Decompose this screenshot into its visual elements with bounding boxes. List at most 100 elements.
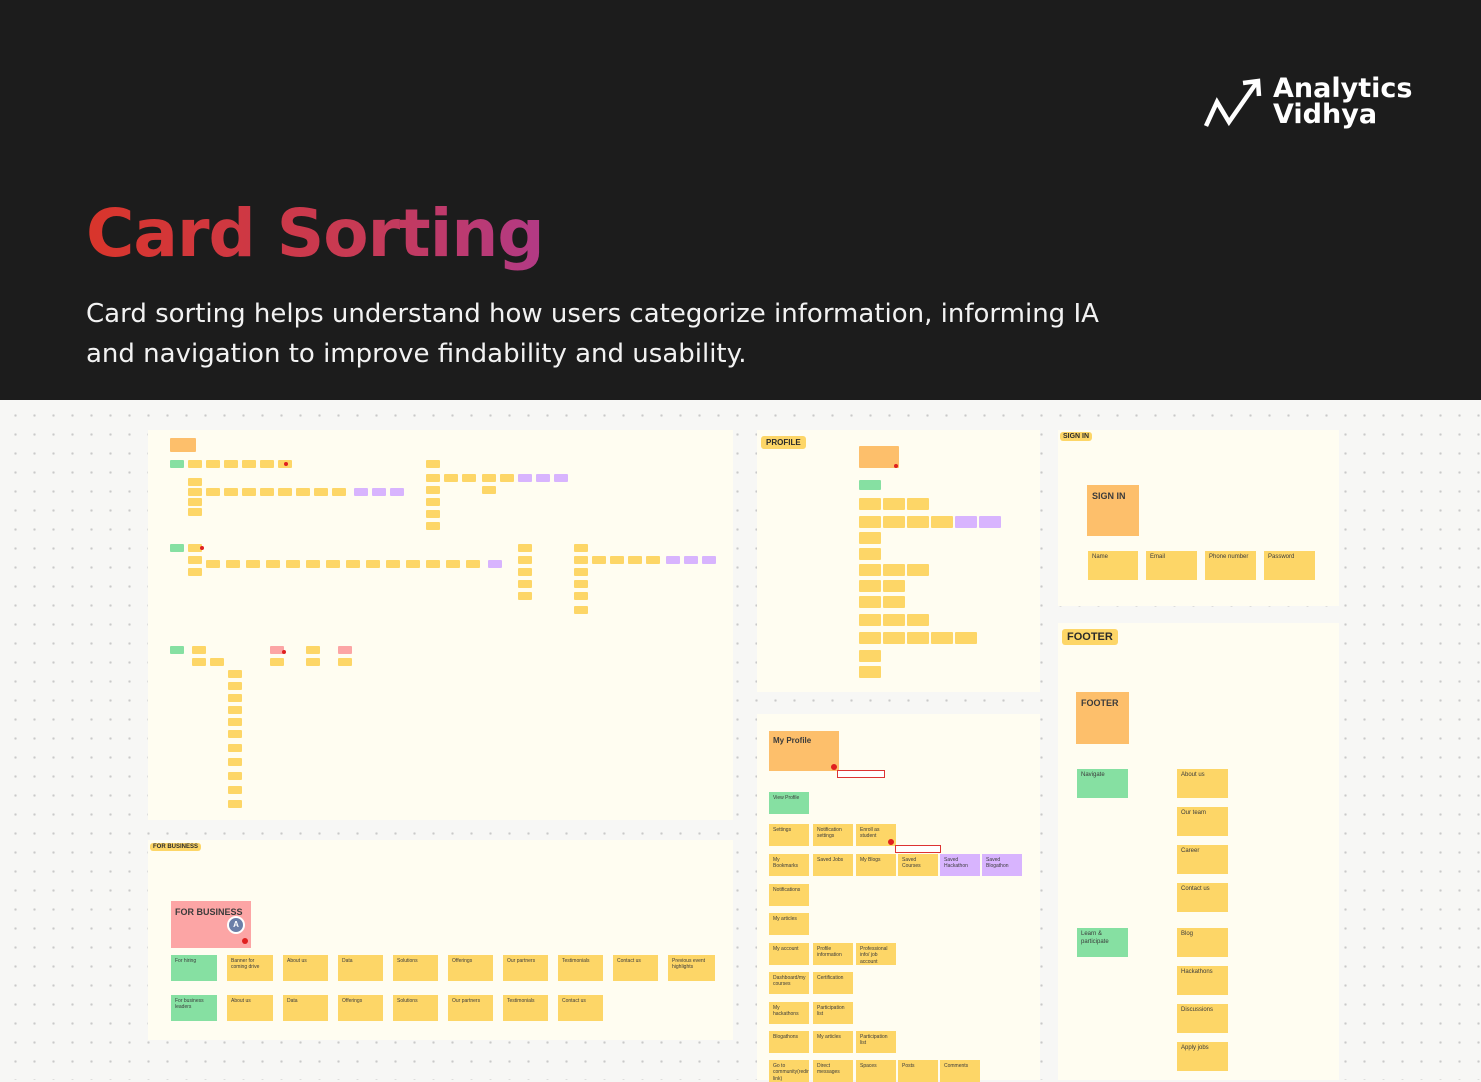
comment-bubble[interactable]: [837, 770, 885, 778]
sitemap-card[interactable]: [188, 508, 202, 516]
sitemap-card[interactable]: [228, 682, 242, 690]
sitemap-card[interactable]: [426, 560, 440, 568]
profile-card[interactable]: [883, 614, 905, 626]
profile-card[interactable]: [907, 564, 929, 576]
business-card[interactable]: About us: [227, 995, 273, 1021]
sitemap-root-card[interactable]: [170, 438, 196, 452]
business-card[interactable]: Data: [283, 995, 328, 1021]
board-profile[interactable]: PROFILE: [757, 430, 1040, 692]
comment-marker[interactable]: [894, 464, 898, 468]
sitemap-card[interactable]: [306, 646, 320, 654]
my-profile-card[interactable]: Saved Courses: [898, 854, 938, 876]
sitemap-card[interactable]: [228, 772, 242, 780]
comment-marker[interactable]: [242, 938, 248, 944]
footer-link-card[interactable]: About us: [1177, 769, 1228, 798]
sitemap-card[interactable]: [518, 474, 532, 482]
sitemap-card[interactable]: [206, 488, 220, 496]
profile-root-card[interactable]: [859, 446, 899, 468]
sitemap-card[interactable]: [488, 560, 502, 568]
sitemap-card[interactable]: [482, 486, 496, 494]
sitemap-card[interactable]: [228, 694, 242, 702]
profile-card[interactable]: [883, 498, 905, 510]
profile-card[interactable]: [859, 532, 881, 544]
sitemap-card[interactable]: [210, 658, 224, 666]
comment-marker[interactable]: [200, 546, 204, 550]
sitemap-card[interactable]: [270, 646, 284, 654]
profile-card[interactable]: [883, 596, 905, 608]
my-profile-card[interactable]: Saved Jobs: [813, 854, 853, 876]
footer-link-card[interactable]: Blog: [1177, 928, 1228, 957]
profile-card[interactable]: [859, 632, 881, 644]
sitemap-card[interactable]: [536, 474, 550, 482]
sitemap-card[interactable]: [518, 580, 532, 588]
sitemap-card[interactable]: [278, 488, 292, 496]
my-profile-card[interactable]: Professional info/ job account: [856, 943, 896, 965]
business-card[interactable]: Solutions: [393, 995, 438, 1021]
business-card[interactable]: Offerings: [338, 995, 383, 1021]
sitemap-card[interactable]: [170, 460, 184, 468]
sitemap-card[interactable]: [574, 568, 588, 576]
footer-group-navigate[interactable]: Navigate: [1077, 769, 1128, 798]
sitemap-card[interactable]: [574, 556, 588, 564]
profile-card[interactable]: [859, 614, 881, 626]
my-profile-card[interactable]: Blogathons: [769, 1031, 809, 1053]
sitemap-card[interactable]: [206, 460, 220, 468]
sitemap-card[interactable]: [482, 474, 496, 482]
board-footer[interactable]: FOOTER FOOTER Navigate Learn & participa…: [1058, 623, 1339, 1080]
sitemap-card[interactable]: [666, 556, 680, 564]
my-profile-card[interactable]: Certification: [813, 972, 853, 994]
sitemap-card[interactable]: [574, 606, 588, 614]
my-profile-card[interactable]: Saved Blogathon: [982, 854, 1022, 876]
sitemap-card[interactable]: [188, 556, 202, 564]
business-card[interactable]: Testimonials: [558, 955, 603, 981]
business-card[interactable]: Offerings: [448, 955, 493, 981]
sitemap-card[interactable]: [518, 544, 532, 552]
sitemap-card[interactable]: [426, 460, 440, 468]
sitemap-card[interactable]: [246, 560, 260, 568]
board-for-business[interactable]: FOR BUSINESS FOR BUSINESS A For hiring B…: [148, 840, 733, 1040]
my-profile-header-card[interactable]: My Profile: [769, 731, 839, 771]
sitemap-card[interactable]: [444, 474, 458, 482]
sitemap-card[interactable]: [628, 556, 642, 564]
business-card[interactable]: Banner for coming drive: [227, 955, 273, 981]
comment-marker[interactable]: [831, 764, 837, 770]
my-profile-card[interactable]: Profile information: [813, 943, 853, 965]
my-profile-card[interactable]: My Blogs: [856, 854, 896, 876]
profile-card[interactable]: [859, 666, 881, 678]
sitemap-card[interactable]: [426, 522, 440, 530]
business-card[interactable]: Contact us: [558, 995, 603, 1021]
footer-link-card[interactable]: Hackathons: [1177, 966, 1228, 995]
sitemap-card[interactable]: [296, 488, 310, 496]
sitemap-card[interactable]: [610, 556, 624, 564]
sitemap-card[interactable]: [554, 474, 568, 482]
comment-bubble[interactable]: [895, 845, 941, 853]
business-card[interactable]: Solutions: [393, 955, 438, 981]
sitemap-card[interactable]: [390, 488, 404, 496]
profile-card[interactable]: [859, 498, 881, 510]
my-profile-card[interactable]: Notifications: [769, 884, 809, 906]
sitemap-card[interactable]: [426, 486, 440, 494]
sitemap-card[interactable]: [270, 658, 284, 666]
sitemap-card[interactable]: [228, 730, 242, 738]
sitemap-card[interactable]: [170, 544, 184, 552]
business-card[interactable]: Previous event highlights: [668, 955, 715, 981]
business-card[interactable]: Our partners: [448, 995, 493, 1021]
sitemap-card[interactable]: [224, 488, 238, 496]
my-profile-card[interactable]: Spaces: [856, 1060, 896, 1082]
sitemap-card[interactable]: [260, 460, 274, 468]
sitemap-card[interactable]: [306, 560, 320, 568]
my-profile-card[interactable]: My articles: [769, 913, 809, 935]
business-card[interactable]: Our partners: [503, 955, 548, 981]
sitemap-card[interactable]: [228, 706, 242, 714]
sitemap-card[interactable]: [574, 580, 588, 588]
sitemap-card[interactable]: [366, 560, 380, 568]
sitemap-card[interactable]: [446, 560, 460, 568]
board-my-profile[interactable]: My Profile View Profile Settings Notific…: [757, 714, 1040, 1082]
business-card[interactable]: Contact us: [613, 955, 658, 981]
sitemap-card[interactable]: [242, 488, 256, 496]
sitemap-card[interactable]: [574, 592, 588, 600]
sitemap-card[interactable]: [226, 560, 240, 568]
sitemap-card[interactable]: [188, 488, 202, 496]
footer-group-learn[interactable]: Learn & participate: [1077, 928, 1128, 957]
sitemap-card[interactable]: [518, 556, 532, 564]
